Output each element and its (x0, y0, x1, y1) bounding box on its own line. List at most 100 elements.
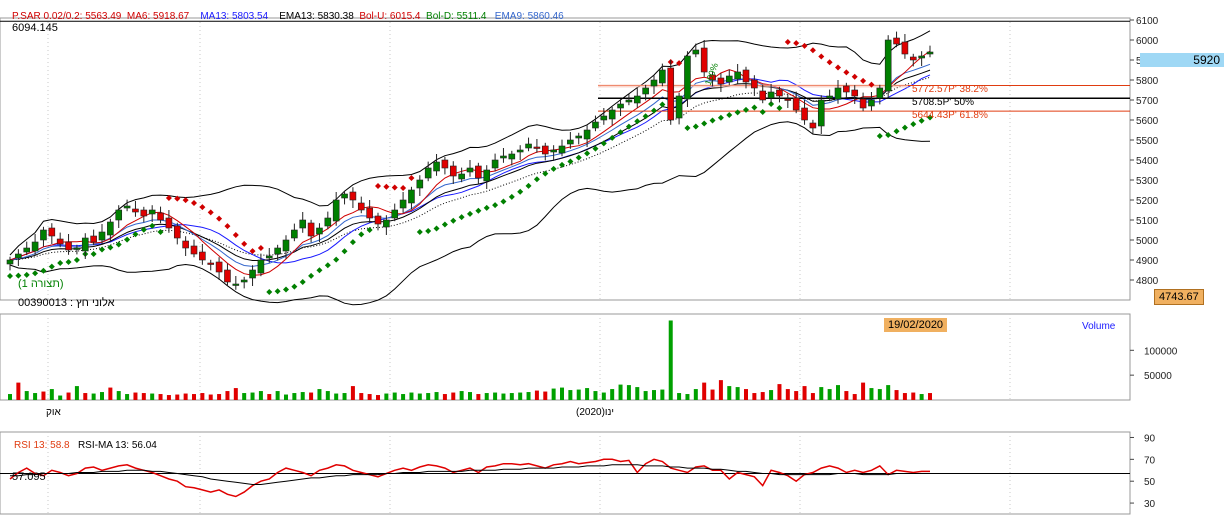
volume-bar (409, 392, 414, 400)
indicator-legend: P.SAR 0.02/0.2: 5563.49 MA6: 5918.67 MA1… (12, 11, 564, 23)
volume-bar (16, 382, 21, 400)
candle-body (876, 87, 884, 99)
psar-dot (232, 232, 239, 239)
bollinger-upper (9, 30, 931, 256)
volume-bar (777, 384, 782, 400)
psar-dot (584, 150, 591, 157)
candle-body (115, 209, 123, 221)
volume-bar (300, 392, 305, 400)
psar-dot (124, 236, 131, 243)
psar-dot (651, 107, 657, 114)
psar-dot (433, 225, 440, 232)
ma13-line (9, 74, 931, 264)
volume-bar (225, 391, 230, 400)
candle-body (784, 98, 792, 101)
psar-dot (349, 239, 356, 246)
psar-dot (726, 112, 733, 119)
psar-dot (868, 81, 875, 88)
psar-dot (592, 145, 599, 152)
psar-dot (157, 229, 164, 235)
ema9-legend: EMA9: 5860.46 (494, 11, 564, 22)
psar-dot (191, 200, 197, 207)
trend-label: (תצורה 1) (18, 278, 64, 290)
candle-body (199, 251, 206, 261)
volume-bar (810, 393, 815, 400)
candle-body (642, 87, 649, 95)
psar-dot (107, 244, 114, 251)
volume-bar (718, 380, 723, 400)
psar-dot (751, 104, 758, 111)
ema13-line (9, 69, 931, 262)
volume-bar (242, 393, 247, 400)
psar-dot (717, 114, 724, 121)
candle-body (15, 253, 22, 259)
volume-bar (150, 393, 155, 400)
psar-dot (826, 59, 833, 66)
volume-bar (459, 391, 464, 400)
psar-dot (508, 193, 515, 200)
psar-dot (333, 256, 340, 263)
psar-dot (467, 210, 473, 217)
candle-body (918, 55, 925, 59)
candle-body (700, 47, 708, 73)
psar-dot (165, 195, 172, 201)
volume-bar (509, 393, 514, 400)
candle-body (709, 74, 716, 81)
volume-bar (534, 390, 539, 400)
candle-body (90, 235, 97, 243)
psar-dot (216, 215, 223, 222)
volume-bar (275, 391, 280, 400)
psar-dot (500, 198, 507, 205)
price-tick-label: 5400 (1136, 156, 1159, 167)
candle-body (500, 155, 507, 159)
volume-bar (626, 385, 631, 400)
psar-dot (743, 106, 749, 113)
psar-dot (408, 175, 415, 181)
candle-body (65, 241, 72, 251)
volume-bar (108, 387, 113, 400)
volume-bar (208, 394, 213, 400)
candle-body (926, 51, 934, 55)
volume-bar (526, 392, 531, 400)
volume-bar (693, 389, 698, 400)
candle-body (232, 283, 240, 286)
volume-tick-label: 50000 (1144, 371, 1172, 382)
candle-body (717, 77, 725, 85)
psar-dot (182, 197, 189, 204)
psar-dot (876, 133, 883, 139)
volume-bar (334, 393, 339, 400)
candle-body (182, 240, 189, 249)
candle-body (433, 161, 440, 172)
candle-body (383, 219, 390, 228)
candle-body (132, 208, 139, 213)
volume-bar (250, 392, 255, 400)
psar-dot (851, 73, 858, 80)
psar-dot (893, 128, 900, 135)
candle-body (441, 159, 449, 169)
volume-bar (601, 392, 606, 400)
psar-dot (642, 113, 649, 120)
volume-bar (886, 385, 891, 400)
volume-bar (560, 387, 564, 400)
psar-dot (400, 185, 407, 191)
volume-bar (668, 320, 673, 400)
volume-bar (58, 395, 63, 400)
psar-dot (450, 217, 457, 224)
psar-dot (23, 271, 30, 278)
candle-body (475, 165, 482, 179)
psar-dot (140, 226, 147, 233)
candle-body (391, 209, 399, 219)
volume-bar (593, 391, 598, 400)
volume-bar (417, 393, 422, 400)
volume-bar (819, 387, 824, 400)
volume-bar (752, 393, 757, 400)
psar-dot (793, 40, 800, 47)
current-price-tag: 5920 (1140, 53, 1224, 67)
candle-body (767, 91, 775, 99)
volume-bar (576, 389, 581, 400)
volume-bar (116, 391, 121, 400)
psar-dot (199, 204, 206, 211)
volume-tick-label: 100000 (1144, 346, 1178, 357)
psar-dot (308, 272, 315, 279)
psar-dot (609, 134, 616, 141)
